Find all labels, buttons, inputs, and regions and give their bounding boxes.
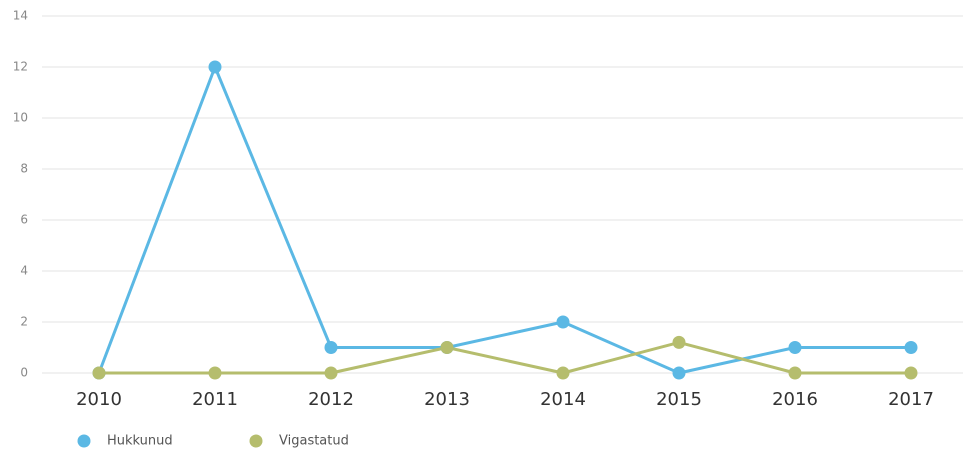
legend-marker bbox=[249, 434, 263, 448]
y-tick-label: 12 bbox=[13, 60, 28, 74]
series-line bbox=[99, 340, 911, 375]
x-tick-label: 2016 bbox=[772, 389, 818, 410]
data-point bbox=[788, 366, 802, 380]
data-point bbox=[556, 315, 570, 329]
data-point bbox=[904, 341, 918, 354]
data-point bbox=[324, 366, 338, 380]
x-tick-label: 2010 bbox=[76, 389, 122, 410]
data-point bbox=[92, 366, 106, 380]
data-point bbox=[208, 366, 222, 380]
data-point bbox=[440, 341, 454, 354]
x-tick-label: 2011 bbox=[192, 389, 238, 410]
y-tick-label: 14 bbox=[13, 9, 28, 23]
x-tick-label: 2015 bbox=[656, 389, 702, 410]
x-tick-label: 2012 bbox=[308, 389, 354, 410]
legend-marker bbox=[77, 434, 91, 448]
y-tick-label: 10 bbox=[13, 111, 28, 125]
data-point bbox=[324, 341, 338, 354]
x-tick-label: 2017 bbox=[888, 389, 934, 410]
y-tick-label: 2 bbox=[20, 315, 28, 329]
x-tick-label: 2014 bbox=[540, 389, 586, 410]
y-tick-label: 6 bbox=[20, 213, 28, 227]
series-line bbox=[97, 65, 911, 375]
y-tick-label: 4 bbox=[20, 264, 28, 278]
y-tick-label: 0 bbox=[20, 366, 28, 380]
data-point bbox=[208, 60, 222, 74]
data-point bbox=[672, 366, 686, 380]
y-tick-label: 8 bbox=[20, 162, 28, 176]
legend-label: Hukkunud bbox=[107, 434, 173, 449]
data-point bbox=[904, 366, 918, 380]
legend-label: Vigastatud bbox=[279, 434, 349, 449]
data-point bbox=[556, 366, 570, 380]
x-tick-label: 2013 bbox=[424, 389, 470, 410]
data-point bbox=[672, 335, 686, 349]
data-point bbox=[788, 341, 802, 354]
